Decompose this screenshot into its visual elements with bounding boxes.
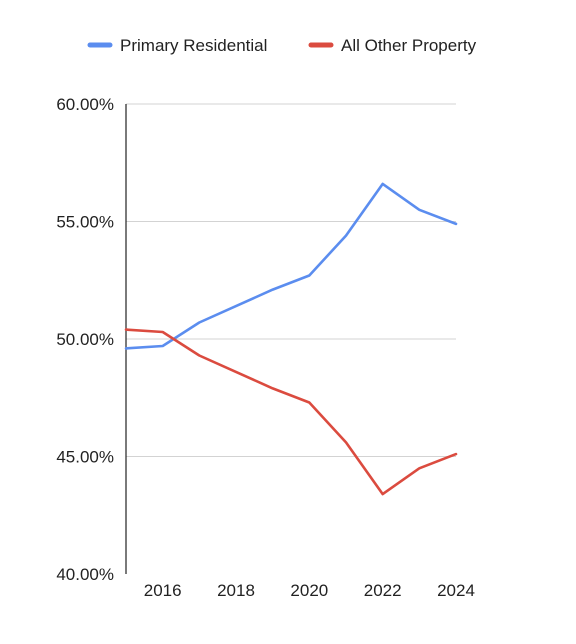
series-line-all-other-property <box>124 328 458 496</box>
x-axis-ticks: 2016 2018 2020 2022 2024 <box>144 581 475 600</box>
y-tick-label: 40.00% <box>56 565 114 584</box>
x-tick-label: 2022 <box>364 581 402 600</box>
legend-label-all-other-property: All Other Property <box>341 36 477 55</box>
legend: Primary Residential All Other Property <box>87 36 477 55</box>
y-tick-label: 45.00% <box>56 448 114 467</box>
x-tick-label: 2016 <box>144 581 182 600</box>
series-line-primary-residential <box>124 182 458 350</box>
x-tick-label: 2020 <box>290 581 328 600</box>
gridlines <box>126 103 456 457</box>
y-tick-label: 60.00% <box>56 95 114 114</box>
y-tick-label: 50.00% <box>56 330 114 349</box>
x-tick-label: 2018 <box>217 581 255 600</box>
y-axis-ticks: 40.00% 45.00% 50.00% 55.00% 60.00% <box>56 95 114 584</box>
y-tick-label: 55.00% <box>56 213 114 232</box>
legend-label-primary-residential: Primary Residential <box>120 36 267 55</box>
series-group <box>124 182 458 496</box>
x-tick-label: 2024 <box>437 581 475 600</box>
